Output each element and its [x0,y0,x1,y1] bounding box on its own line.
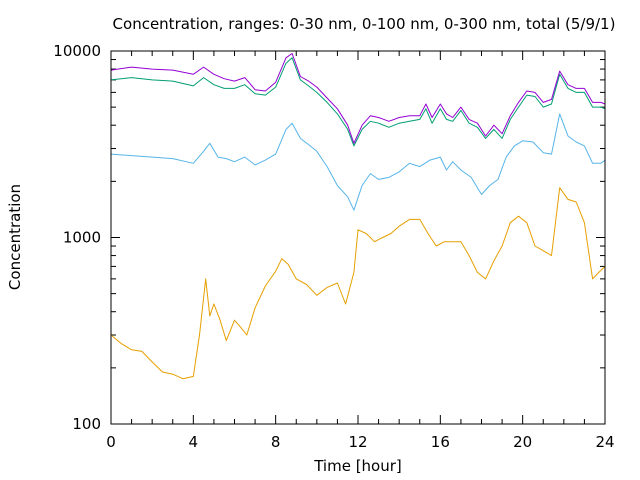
y-tick-label: 10000 [53,42,101,60]
x-tick-label: 4 [189,433,199,451]
y-tick-label: 100 [72,415,101,433]
series-line-1 [110,187,606,380]
series-line-4 [110,53,606,144]
plot-frame [110,50,606,425]
chart-title: Concentration, ranges: 0-30 nm, 0-100 nm… [113,15,616,33]
x-tick-label: 16 [431,433,450,451]
x-tick-label: 20 [513,433,532,451]
series-layer [110,53,606,380]
tick-label-layer: 0 4 8 12 16 20 24 100 1000 10000 [53,42,614,451]
x-tick-label: 12 [348,433,367,451]
series-line-2 [110,113,606,211]
x-tick-label: 24 [595,433,614,451]
x-axis-label: Time [hour] [313,457,402,475]
x-tick-label: 0 [106,433,116,451]
tick-layer [110,50,606,425]
y-tick-label: 1000 [63,229,101,247]
x-tick-label: 8 [271,433,281,451]
series-line-3 [110,57,606,147]
y-axis-label: Concentration [6,184,24,290]
